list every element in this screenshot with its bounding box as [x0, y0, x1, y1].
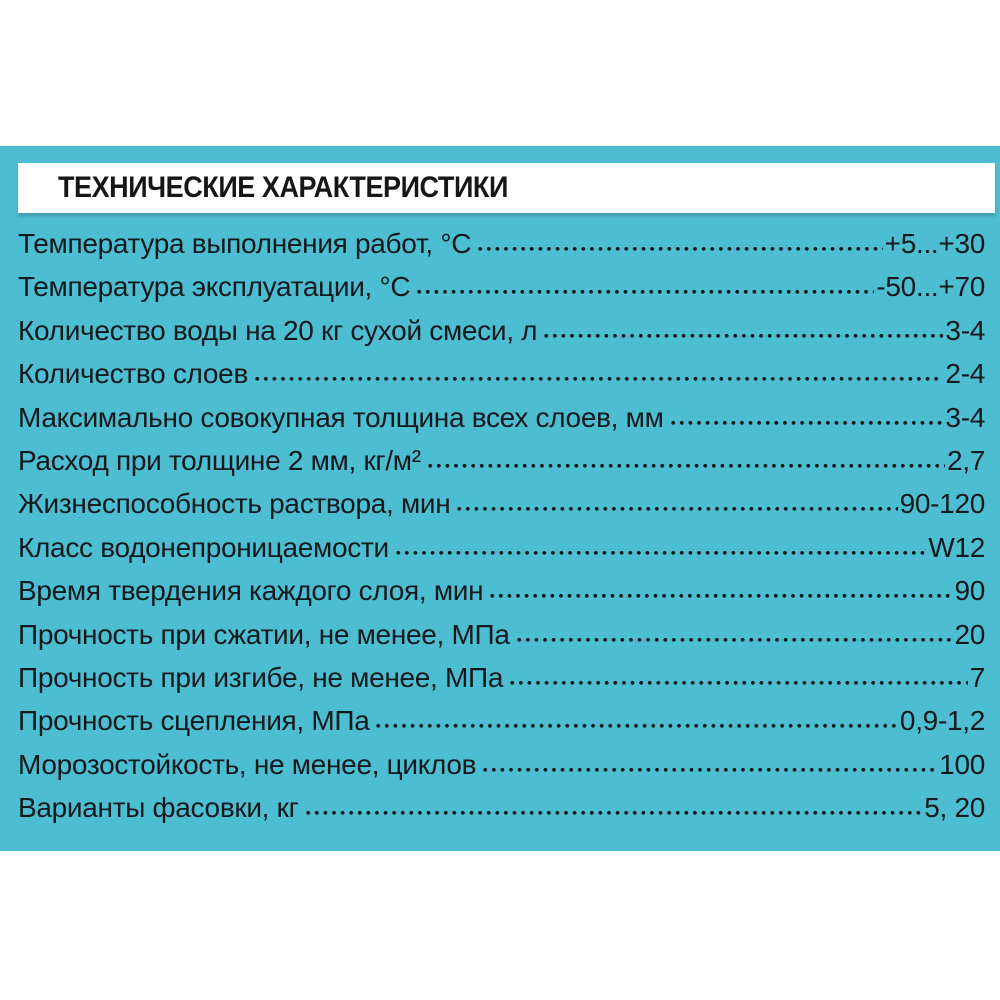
- specs-rows: Температура выполнения работ, °С +5...+3…: [18, 222, 985, 829]
- leader-dots: [417, 289, 875, 295]
- spec-row: Максимально совокупная толщина всех слое…: [18, 396, 985, 439]
- spec-row: Прочность при изгибе, не менее, МПа 7: [18, 656, 985, 699]
- leader-dots: [516, 636, 953, 642]
- spec-label: Расход при толщине 2 мм, кг/м²: [18, 444, 421, 476]
- spec-label: Жизнеспособность раствора, мин: [18, 488, 451, 520]
- leader-dots: [427, 462, 945, 468]
- leader-dots: [670, 419, 944, 425]
- leader-dots: [376, 723, 898, 729]
- leader-dots: [544, 332, 944, 338]
- leader-dots: [305, 810, 923, 816]
- leader-dots: [457, 506, 898, 512]
- spec-row: Температура выполнения работ, °С +5...+3…: [18, 222, 985, 265]
- spec-row: Количество воды на 20 кг сухой смеси, л …: [18, 309, 985, 352]
- leader-dots: [510, 679, 968, 685]
- spec-row: Прочность при сжатии, не менее, МПа 20: [18, 613, 985, 656]
- spec-value: 2,7: [946, 444, 985, 476]
- spec-label: Прочность при изгибе, не менее, МПа: [18, 661, 504, 693]
- spec-row: Морозостойкость, не менее, циклов 100: [18, 743, 985, 786]
- spec-row: Прочность сцепления, МПа 0,9-1,2: [18, 699, 985, 742]
- spec-row: Расход при толщине 2 мм, кг/м² 2,7: [18, 439, 985, 482]
- spec-value: 7: [969, 661, 986, 693]
- spec-label: Максимально совокупная толщина всех слое…: [18, 401, 664, 433]
- spec-value: 100: [939, 748, 985, 780]
- spec-label: Температура выполнения работ, °С: [18, 228, 472, 259]
- spec-value: W12: [928, 531, 985, 563]
- spec-panel: ТЕХНИЧЕСКИЕ ХАРАКТЕРИСТИКИ Температура в…: [0, 146, 1000, 851]
- spec-value: 0,9-1,2: [899, 705, 985, 737]
- spec-row: Класс водонепроницаемости W12: [18, 526, 985, 569]
- spec-label: Количество воды на 20 кг сухой смеси, л: [18, 314, 538, 346]
- spec-value: 3-4: [945, 314, 985, 346]
- leader-dots: [490, 593, 953, 599]
- spec-row: Жизнеспособность раствора, мин 90-120: [18, 482, 985, 525]
- leader-dots: [483, 766, 938, 772]
- leader-dots: [478, 246, 883, 251]
- page-title: ТЕХНИЧЕСКИЕ ХАРАКТЕРИСТИКИ: [58, 171, 508, 204]
- spec-value: 2-4: [945, 358, 985, 390]
- spec-row: Температура эксплуатации, °С -50...+70: [18, 265, 985, 308]
- spec-label: Количество слоев: [18, 358, 249, 390]
- spec-row: Количество слоев 2-4: [18, 352, 985, 395]
- spec-label: Класс водонепроницаемости: [18, 531, 389, 563]
- spec-row: Варианты фасовки, кг 5, 20: [18, 786, 985, 829]
- spec-value: 90: [954, 575, 985, 607]
- spec-label: Морозостойкость, не менее, циклов: [18, 748, 477, 780]
- leader-dots: [395, 549, 927, 555]
- spec-value: 90-120: [899, 488, 986, 520]
- spec-label: Температура эксплуатации, °С: [18, 271, 411, 303]
- spec-label: Прочность при сжатии, не менее, МПа: [18, 618, 510, 650]
- spec-value: 3-4: [945, 401, 985, 433]
- spec-value: +5...+30: [884, 228, 986, 259]
- spec-row: Время твердения каждого слоя, мин 90: [18, 569, 985, 612]
- title-band: ТЕХНИЧЕСКИЕ ХАРАКТЕРИСТИКИ: [18, 163, 995, 213]
- spec-label: Прочность сцепления, МПа: [18, 705, 370, 737]
- leader-dots: [255, 376, 944, 382]
- spec-label: Варианты фасовки, кг: [18, 792, 299, 824]
- spec-value: 5, 20: [924, 792, 985, 824]
- spec-value: 20: [954, 618, 985, 650]
- spec-value: -50...+70: [876, 271, 985, 303]
- spec-label: Время твердения каждого слоя, мин: [18, 575, 484, 607]
